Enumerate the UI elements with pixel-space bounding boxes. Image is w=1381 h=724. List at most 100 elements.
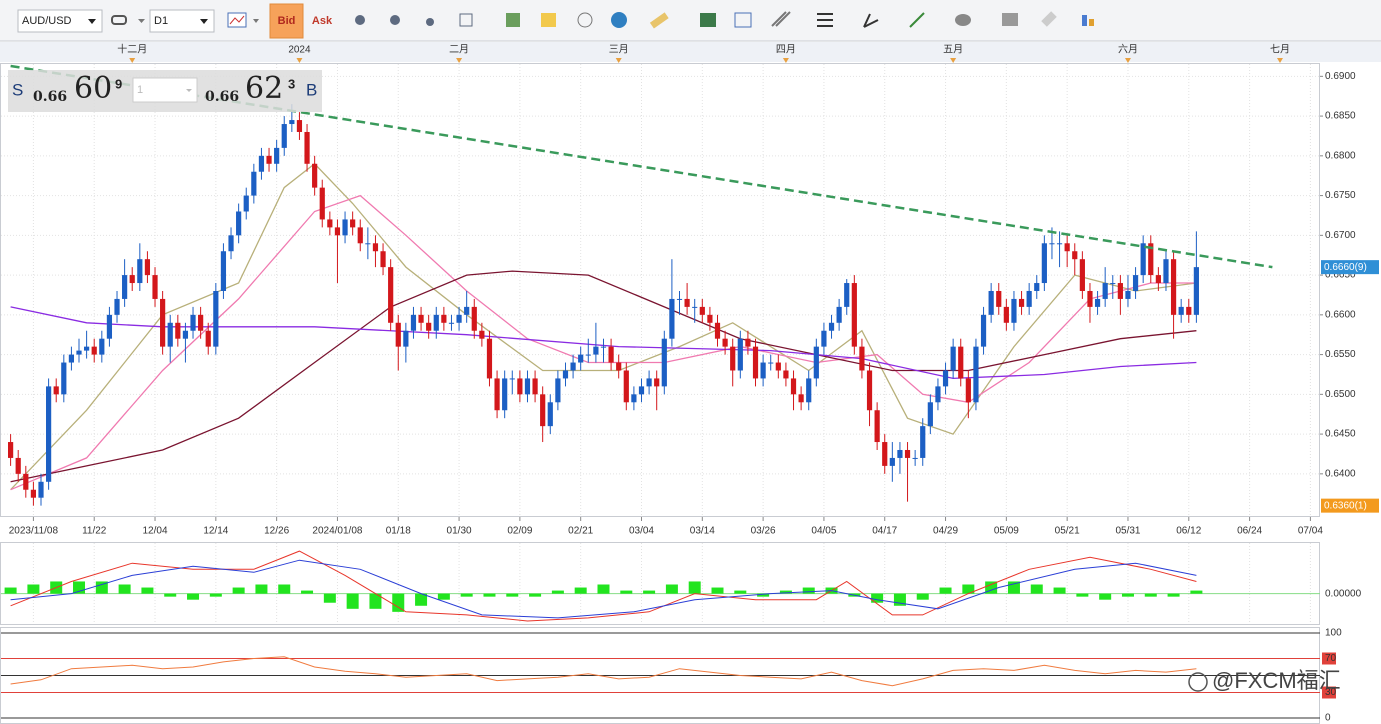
- x-tick-label: 11/22: [82, 526, 107, 537]
- bid-label[interactable]: Bid: [278, 15, 296, 27]
- macd-histogram-bar: [1167, 593, 1180, 597]
- ruler-icon[interactable]: [649, 12, 669, 29]
- sell-big-figure[interactable]: 60: [74, 71, 112, 106]
- sell-pipette[interactable]: 9: [115, 76, 122, 91]
- quote-widget: S 0.66 60 9 1 0.66 62 3 B: [8, 70, 322, 112]
- dropdown-arrow: [253, 19, 259, 23]
- chart-type-select[interactable]: [111, 15, 145, 25]
- candle-body: [920, 426, 926, 458]
- sell-prefix[interactable]: 0.66: [33, 89, 67, 105]
- macd-panel: [0, 542, 1320, 625]
- rsi-line: [10, 656, 1197, 687]
- month-label: 十二月: [117, 43, 147, 56]
- image-icon[interactable]: [700, 13, 716, 27]
- bars-icon[interactable]: [1089, 19, 1094, 26]
- ellipse-icon[interactable]: [955, 14, 971, 26]
- candle-body: [836, 306, 842, 323]
- candle-body: [714, 322, 721, 339]
- buy-pipette[interactable]: 3: [288, 76, 295, 91]
- candle-body: [623, 370, 629, 403]
- tool-icon[interactable]: [227, 12, 259, 28]
- candle-body: [84, 346, 90, 351]
- candle-body: [61, 362, 67, 395]
- text-icon[interactable]: [1002, 13, 1018, 26]
- line-icon[interactable]: [909, 12, 925, 28]
- candle-body: [1148, 243, 1154, 276]
- sell-label[interactable]: S: [12, 80, 23, 99]
- candle-body: [372, 243, 379, 252]
- macd-histogram-bar: [688, 581, 701, 594]
- zoom-in-icon[interactable]: [355, 15, 365, 25]
- candle-body: [692, 306, 698, 308]
- x-tick-label: 12/26: [264, 526, 289, 537]
- y-tick-label: 0.6450: [1325, 429, 1356, 440]
- macd-histogram-bar: [27, 584, 40, 594]
- candle-body: [395, 322, 401, 347]
- candle-body: [608, 346, 614, 363]
- macd-line: [10, 550, 1197, 622]
- macd-histogram-bar: [962, 584, 975, 594]
- zoom-box-icon[interactable]: [459, 13, 473, 27]
- candle-body: [988, 290, 994, 315]
- y-tick-label: 0.6800: [1325, 150, 1356, 161]
- candle-body: [334, 227, 341, 236]
- candle-body: [828, 322, 835, 331]
- candle-body: [1102, 283, 1108, 299]
- candle-body: [30, 489, 37, 498]
- timeframe[interactable]: D1: [154, 15, 168, 27]
- hline-icon[interactable]: [817, 13, 833, 27]
- refresh-icon[interactable]: [577, 12, 593, 28]
- candle-body: [403, 330, 409, 347]
- candle-body: [851, 283, 857, 347]
- buy-prefix[interactable]: 0.66: [205, 89, 239, 105]
- candle-body: [646, 378, 652, 387]
- candle-body: [942, 370, 949, 387]
- eraser-icon[interactable]: [1041, 11, 1057, 27]
- candle-body: [1087, 290, 1093, 307]
- fit-icon[interactable]: [506, 13, 520, 27]
- x-tick-label: 2024/01/08: [312, 526, 362, 537]
- macd-histogram-bar: [1144, 593, 1157, 597]
- cursor-icon[interactable]: [426, 18, 434, 26]
- candle-body: [1026, 290, 1032, 307]
- candle-body: [866, 370, 873, 411]
- macd-histogram-bar: [916, 593, 929, 600]
- candle-body: [859, 346, 865, 371]
- globe-icon[interactable]: [611, 12, 627, 28]
- macd-histogram-bar: [597, 584, 610, 594]
- chart-icon[interactable]: [734, 12, 752, 28]
- save-icon[interactable]: [541, 13, 556, 27]
- candle-body: [464, 306, 470, 315]
- angle-icon[interactable]: [863, 13, 879, 28]
- symbol[interactable]: AUD/USD: [22, 15, 72, 27]
- channel-icon[interactable]: [771, 11, 791, 27]
- x-tick-label: 07/04: [1298, 526, 1323, 537]
- macd-histogram-bar: [141, 587, 154, 594]
- x-tick-label: 01/18: [386, 526, 411, 537]
- bid-button[interactable]: [269, 3, 304, 39]
- select-box[interactable]: [149, 9, 215, 33]
- candle-body: [631, 394, 637, 403]
- symbol-select[interactable]: AUD/USD: [17, 9, 103, 33]
- timeframe-select[interactable]: D1: [149, 9, 215, 33]
- candle-body: [555, 378, 561, 403]
- lots-value[interactable]: 1: [137, 84, 143, 96]
- candle-body: [1056, 243, 1063, 245]
- candle-body: [129, 275, 135, 284]
- select-box[interactable]: [17, 9, 103, 33]
- month-ruler: [0, 42, 1381, 62]
- ask-label[interactable]: Ask: [312, 15, 333, 27]
- candle-body: [1011, 298, 1017, 323]
- zoom-out-icon[interactable]: [390, 15, 400, 25]
- buy-label[interactable]: B: [306, 80, 317, 99]
- candle-body: [76, 350, 82, 355]
- buy-big-figure[interactable]: 62: [245, 71, 283, 106]
- lots-input[interactable]: [132, 77, 198, 103]
- candle-body: [745, 338, 751, 347]
- macd-histogram-bar: [1190, 590, 1203, 594]
- watermark-icon: [1188, 672, 1208, 692]
- candle-body: [410, 314, 417, 331]
- candle-body: [874, 410, 880, 443]
- bars-icon[interactable]: [1082, 15, 1087, 26]
